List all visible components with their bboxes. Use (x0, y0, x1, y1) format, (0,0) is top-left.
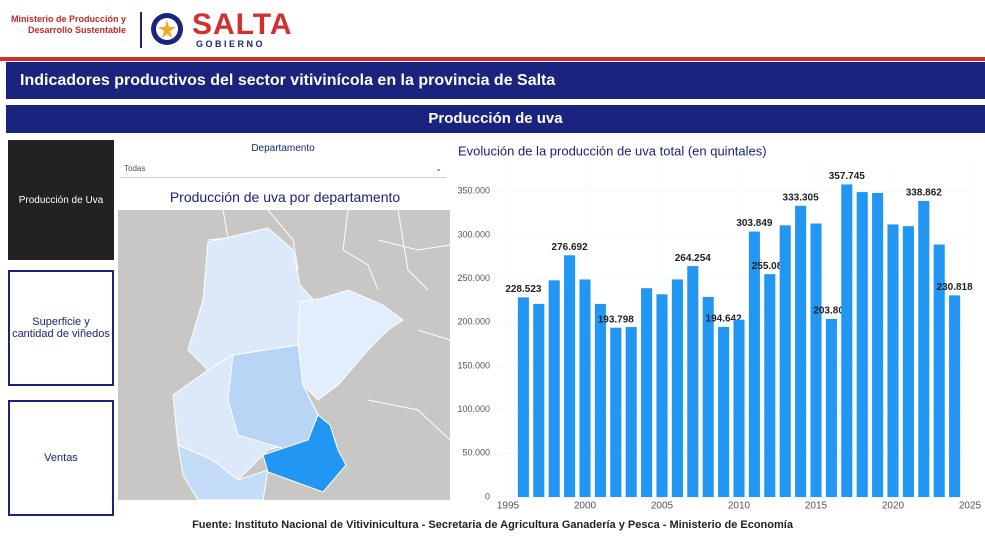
data-label: 255.082 (752, 261, 789, 272)
department (262, 414, 347, 493)
x-tick-label: 2020 (882, 501, 905, 512)
ministry-line: Desarrollo Sustentable (27, 25, 126, 35)
bar (610, 327, 622, 497)
y-tick-label: 250.000 (457, 273, 490, 283)
page-title: Indicadores productivos del sector vitiv… (6, 62, 985, 99)
bar (517, 297, 529, 497)
footer: Fuente: Instituto Nacional de Vitivinicu… (192, 519, 793, 531)
bar (564, 255, 576, 497)
bar (748, 231, 760, 497)
bar (579, 279, 591, 497)
bar (933, 244, 945, 497)
data-label: 276.692 (552, 242, 589, 253)
bar (764, 274, 776, 497)
y-tick-label: 300.000 (457, 229, 490, 239)
red-band (0, 57, 985, 61)
bar (671, 279, 683, 497)
bar (949, 295, 961, 497)
bar-chart: Evolución de la producción de uva total … (457, 143, 982, 512)
bar (795, 205, 807, 497)
bar (887, 224, 899, 497)
bar (718, 326, 730, 497)
nav-button[interactable]: Ventas (8, 400, 114, 516)
y-tick-label: 350.000 (457, 186, 490, 196)
bar (641, 288, 653, 497)
bar (841, 184, 853, 497)
bar (810, 223, 822, 497)
bar (825, 318, 837, 497)
ministry-line: Ministerio de Producción y (10, 14, 126, 24)
nav-button[interactable]: Superficie y cantidad de viñedos (8, 270, 114, 386)
data-label: 228.523 (505, 284, 542, 295)
data-label: 338.862 (906, 188, 943, 199)
data-label: 333.305 (783, 192, 820, 203)
bar (733, 319, 745, 497)
ministry: Ministerio de Producción y Desarrollo Su… (6, 14, 126, 36)
divider (140, 12, 142, 48)
y-tick-label: 50.000 (462, 448, 490, 458)
data-label: 194.642 (706, 314, 743, 325)
data-label: 230.818 (937, 282, 974, 293)
bar (902, 226, 914, 497)
section-title: Producción de uva (6, 105, 985, 133)
bar (779, 225, 791, 497)
y-tick-label: 150.000 (457, 360, 490, 370)
filter-value: Todas (124, 164, 146, 173)
nav-button[interactable]: Producción de Uva (8, 140, 114, 260)
y-tick-label: 200.000 (457, 317, 490, 327)
y-tick-label: 0 (485, 491, 490, 501)
x-tick-label: 2015 (805, 501, 828, 512)
filter-dropdown[interactable]: Todas ⌄ (120, 160, 446, 178)
bar (687, 266, 699, 497)
x-tick-label: 2025 (959, 501, 982, 512)
data-label: 264.254 (675, 253, 712, 264)
x-tick-label: 2005 (651, 501, 674, 512)
data-label: 303.849 (736, 218, 773, 229)
x-tick-label: 2010 (728, 501, 751, 512)
bar (918, 200, 930, 497)
brand-sub: G O B I E R N O (196, 39, 263, 49)
map (118, 210, 450, 500)
bar (548, 280, 560, 497)
dropdown-arrow: ⌄ (435, 164, 442, 173)
brand: SALTA (192, 8, 293, 41)
bar (702, 296, 714, 497)
data-label: 203.808 (813, 306, 850, 317)
filter-label: Departamento (251, 143, 315, 154)
department (177, 444, 269, 500)
bar (656, 294, 668, 497)
y-tick-label: 100.000 (457, 404, 490, 414)
map-borders (207, 210, 450, 441)
x-tick-label: 1995 (497, 501, 520, 512)
logo (151, 13, 183, 45)
bar (594, 303, 606, 497)
data-label: 193.798 (598, 314, 635, 325)
bar (872, 192, 884, 497)
chart-title: Evolución de la producción de uva total … (458, 143, 767, 158)
data-label: 357.745 (829, 171, 866, 182)
map-title: Producción de uva por departamento (169, 189, 401, 205)
bar (533, 303, 545, 497)
bar (625, 327, 637, 497)
x-tick-label: 2000 (574, 501, 597, 512)
bar (856, 192, 868, 497)
